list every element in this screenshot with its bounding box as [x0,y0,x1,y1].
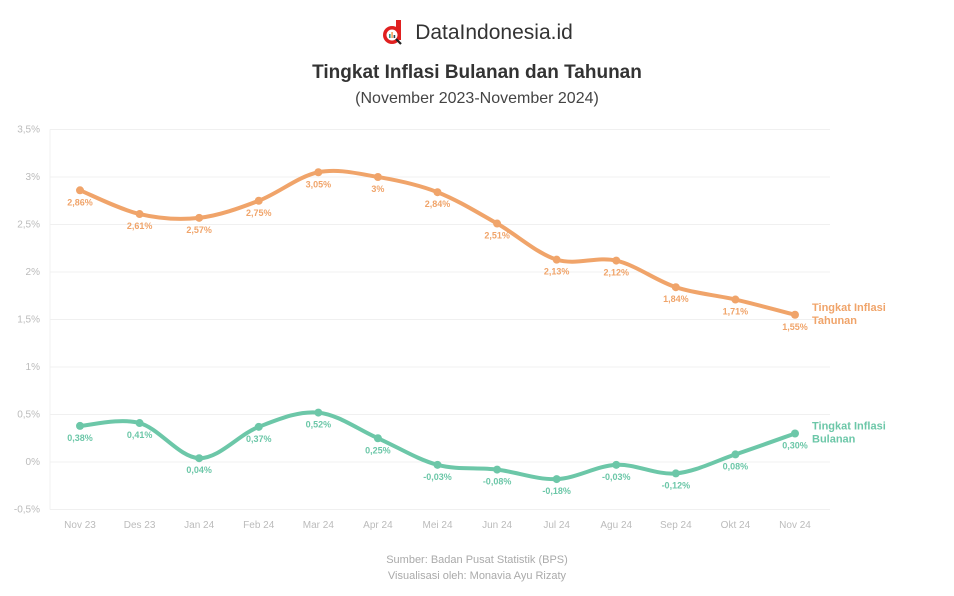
data-label: 3% [371,184,384,194]
y-tick-label: 2,5% [17,220,40,231]
data-label: 2,61% [127,221,153,231]
series-end-label: Tahunan [812,315,857,327]
x-tick-label: Jan 24 [184,520,214,531]
data-point[interactable] [552,255,561,264]
x-tick-label: Apr 24 [363,520,393,531]
data-point[interactable] [552,475,561,484]
data-label: -0,18% [542,486,571,496]
data-point[interactable] [433,188,442,197]
y-tick-label: -0,5% [14,505,40,516]
data-point[interactable] [731,295,740,304]
data-point[interactable] [493,465,502,474]
y-tick-label: 2% [26,267,41,278]
x-tick-label: Feb 24 [243,520,275,531]
chart-subtitle: (November 2023-November 2024) [355,90,599,107]
data-label: 0,37% [246,434,272,444]
data-point[interactable] [76,186,84,195]
datainDonesia-logo-icon [383,20,402,45]
data-label: 0,38% [67,433,93,443]
data-point[interactable] [314,168,323,177]
data-label: 2,12% [603,268,629,278]
data-point[interactable] [671,469,680,478]
data-point[interactable] [791,310,799,319]
x-tick-label: Jul 24 [543,520,570,531]
source-text: Sumber: Badan Pusat Statistik (BPS) [386,554,568,566]
data-label: 2,84% [425,199,451,209]
data-label: 0,25% [365,445,391,455]
data-point[interactable] [373,434,382,443]
data-point[interactable] [493,219,502,228]
x-tick-label: Agu 24 [600,520,632,531]
series-end-label: Tingkat Inflasi [812,421,886,433]
data-label: 0,08% [723,461,749,471]
data-label: 2,75% [246,208,272,218]
data-point[interactable] [612,256,621,265]
data-point[interactable] [254,196,263,205]
visualized-by-text: Visualisasi oleh: Monavia Ayu Rizaty [387,570,567,582]
y-tick-label: 3% [26,172,41,183]
data-label: 2,13% [544,267,570,277]
data-label: 1,84% [663,294,689,304]
y-tick-label: 0,5% [17,410,40,421]
data-point[interactable] [135,210,144,219]
data-label: 3,05% [306,179,332,189]
data-point[interactable] [612,460,621,469]
x-tick-label: Nov 23 [64,520,96,531]
data-point[interactable] [671,283,680,292]
y-tick-label: 1% [26,362,41,373]
data-label: 1,71% [723,307,749,317]
data-label: 2,57% [186,225,212,235]
x-tick-label: Mei 24 [422,520,452,531]
data-point[interactable] [433,460,442,469]
x-tick-label: Des 23 [124,520,156,531]
data-point[interactable] [195,454,204,463]
data-point[interactable] [254,422,263,431]
y-tick-label: 1,5% [17,315,40,326]
x-tick-label: Mar 24 [303,520,335,531]
x-tick-label: Sep 24 [660,520,692,531]
series-end-label: Tingkat Inflasi [812,302,886,314]
chart-footer: Sumber: Badan Pusat Statistik (BPS) Visu… [0,552,954,584]
data-point[interactable] [314,408,323,417]
data-point[interactable] [731,450,740,459]
y-tick-label: 3,5% [17,125,40,136]
brand-name: DataIndonesia.id [415,21,573,44]
data-label: 0,04% [186,465,212,475]
chart-title: Tingkat Inflasi Bulanan dan Tahunan [312,62,642,83]
series-end-label: Bulanan [812,434,856,446]
data-point[interactable] [195,213,204,222]
x-tick-label: Nov 24 [779,520,811,531]
data-point[interactable] [135,419,144,428]
data-label: 2,51% [484,231,510,241]
data-label: 2,86% [67,197,93,207]
data-label: 0,30% [782,441,808,451]
data-point[interactable] [76,421,84,430]
data-label: 0,52% [306,420,332,430]
data-point[interactable] [791,429,799,438]
brand-header: DataIndonesia.id [0,20,954,46]
data-label: 1,55% [782,322,808,332]
data-label: -0,12% [662,480,691,490]
x-tick-label: Jun 24 [482,520,512,531]
data-label: -0,03% [423,472,452,482]
data-label: -0,08% [483,477,512,487]
data-label: -0,03% [602,472,631,482]
data-label: 0,41% [127,430,153,440]
x-tick-label: Okt 24 [721,520,751,531]
data-point[interactable] [373,173,382,181]
y-tick-label: 0% [26,457,41,468]
